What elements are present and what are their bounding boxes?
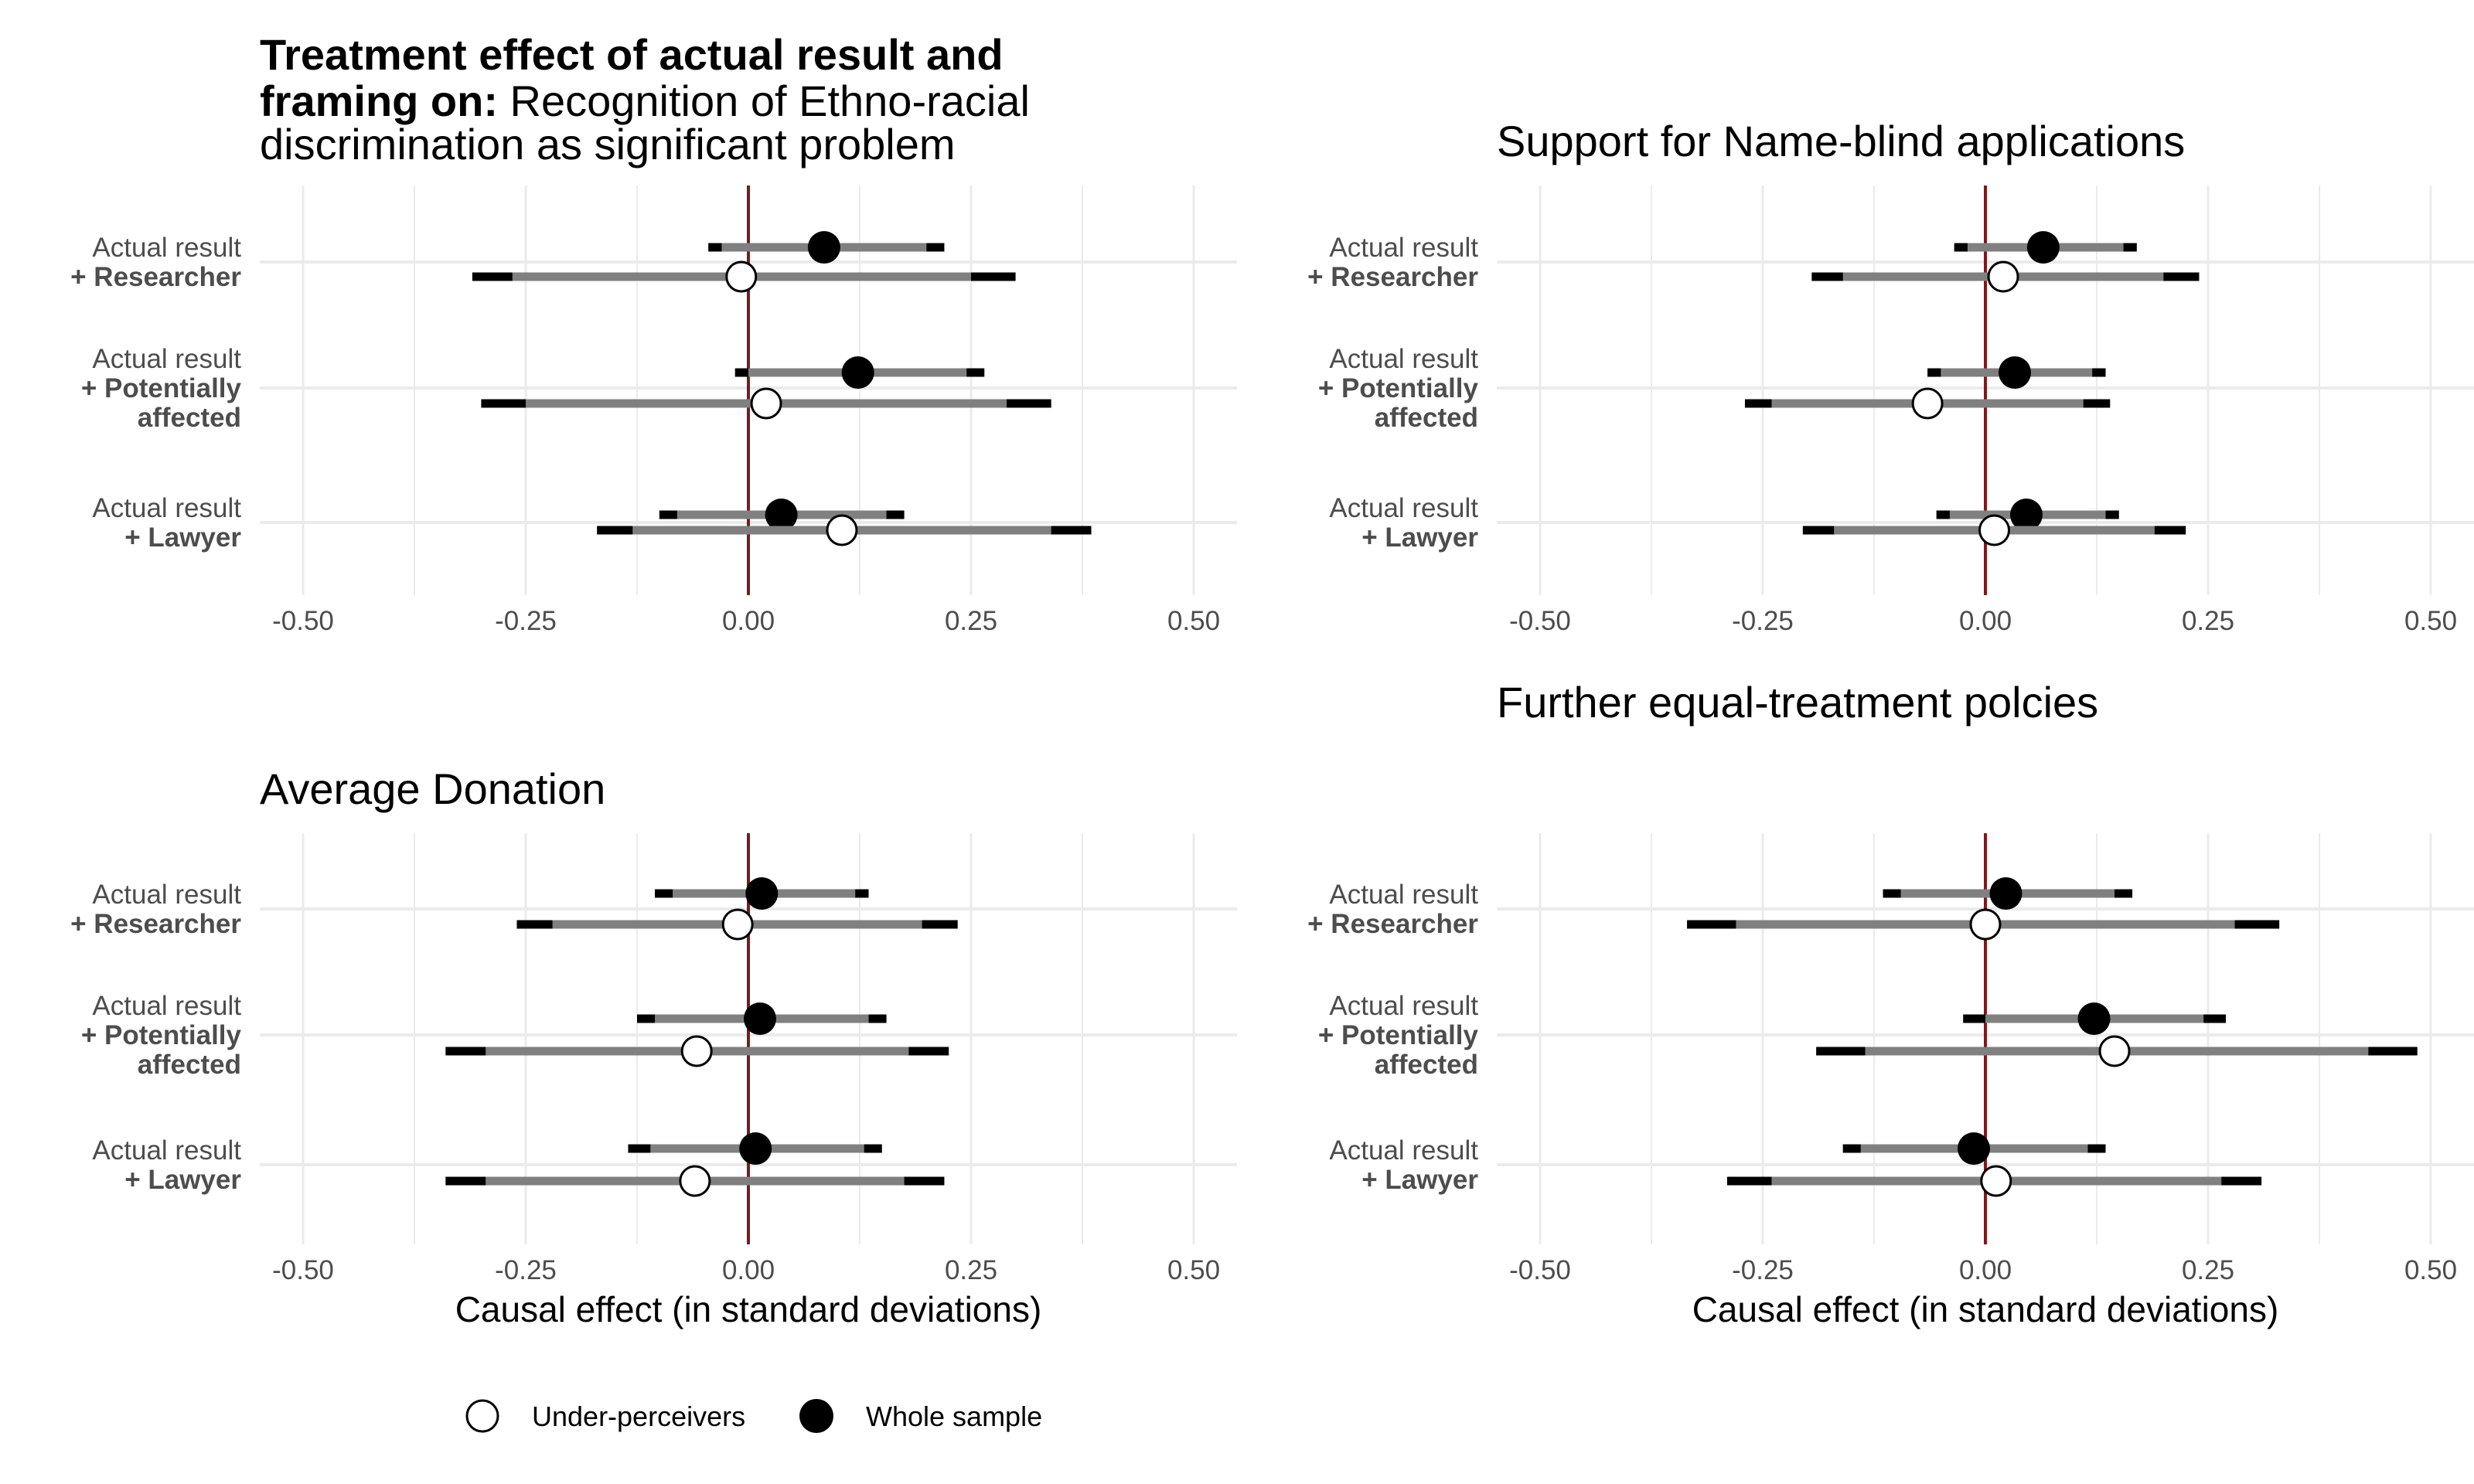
under-perceivers-point xyxy=(725,260,758,293)
panel-1-title-part: framing on: Recognition of Ethno-racial xyxy=(260,77,1030,125)
x-tick-label: 0.00 xyxy=(722,606,775,636)
category-label: Actual result xyxy=(92,493,241,523)
x-tick-label: -0.25 xyxy=(1732,606,1794,636)
x-tick-label: 0.50 xyxy=(1167,1255,1220,1285)
category-label: Actual result xyxy=(1329,344,1478,374)
panel-1-title-normal-part: Recognition of Ethno-racial xyxy=(510,77,1030,125)
category-label: Actual result xyxy=(1329,880,1478,910)
whole-sample-point xyxy=(765,499,798,531)
whole-sample-point xyxy=(1958,1132,1991,1165)
x-tick-label: 0.50 xyxy=(1167,606,1220,636)
x-tick-label: -0.25 xyxy=(1732,1255,1794,1285)
whole-sample-point xyxy=(743,1002,776,1035)
category-label: + Potentially xyxy=(1318,1020,1479,1050)
panel-equal-treatment: -0.50 -0.25 0.00 0.25 0.50 Causal effect (in … xyxy=(1307,833,2474,1329)
category-label: Actual result xyxy=(1329,991,1478,1021)
x-tick-label: 0.25 xyxy=(2182,1255,2234,1285)
category-label: + Lawyer xyxy=(1361,1165,1478,1195)
panel-donation: -0.50 -0.25 0.00 0.25 0.50 Causal effect (in … xyxy=(70,833,1237,1329)
legend-open-circle-marker xyxy=(465,1399,499,1433)
category-label: + Researcher xyxy=(1307,909,1478,939)
x-tick-label: -0.25 xyxy=(495,1255,557,1285)
category-label: Actual result xyxy=(92,344,241,374)
x-tick-label: -0.50 xyxy=(272,606,334,636)
x-tick-label: 0.00 xyxy=(1959,606,2012,636)
x-tick-label: 0.25 xyxy=(2182,606,2234,636)
category-label: + Lawyer xyxy=(124,1165,241,1195)
x-tick-label: 0.25 xyxy=(945,1255,997,1285)
category-label: + Potentially xyxy=(1318,373,1479,403)
category-label: + Lawyer xyxy=(1361,522,1478,553)
legend-filled-circle-marker xyxy=(799,1399,833,1433)
whole-sample-point xyxy=(2077,1002,2111,1035)
panel-1-title-line-2: framing on: Recognition of Ethno-racial d… xyxy=(260,77,1030,168)
x-tick-label: -0.25 xyxy=(495,606,557,636)
x-tick-label: -0.50 xyxy=(1509,1255,1571,1285)
under-perceivers-point xyxy=(679,1165,711,1197)
category-label: affected xyxy=(138,403,241,433)
under-perceivers-point xyxy=(826,514,858,546)
under-perceivers-point xyxy=(750,387,782,420)
panel-1-title-line-1: Treatment effect of actual result and xyxy=(260,30,1004,79)
category-label: Actual result xyxy=(92,233,241,263)
under-perceivers-point xyxy=(680,1035,713,1067)
panel-1-title-bold-part: framing on: xyxy=(260,77,510,125)
under-perceivers-point xyxy=(2098,1035,2131,1067)
legend: Under-perceivers Whole sample xyxy=(465,1399,1042,1433)
whole-sample-point xyxy=(1989,877,2022,910)
x-tick-label: 0.50 xyxy=(2404,1255,2457,1285)
x-tick-label: 0.25 xyxy=(945,606,997,636)
x-tick-label: -0.50 xyxy=(272,1255,334,1285)
x-tick-label: 0.50 xyxy=(2404,606,2457,636)
whole-sample-point xyxy=(2009,499,2043,531)
category-label: affected xyxy=(1375,403,1478,433)
legend-whole-sample-label: Whole sample xyxy=(866,1401,1042,1432)
under-perceivers-point xyxy=(1969,908,2002,941)
under-perceivers-point xyxy=(1987,260,2019,293)
category-label: Actual result xyxy=(92,1135,241,1166)
under-perceivers-point xyxy=(1911,387,1944,420)
category-label: + Researcher xyxy=(1307,262,1478,292)
x-axis-title: Causal effect (in standard deviations) xyxy=(1692,1289,2279,1329)
category-label: affected xyxy=(1375,1050,1478,1080)
whole-sample-point xyxy=(745,877,779,910)
x-tick-label: 0.00 xyxy=(722,1255,775,1285)
category-label: + Potentially xyxy=(81,1020,242,1050)
whole-sample-point xyxy=(2026,231,2060,264)
category-label: + Researcher xyxy=(70,909,241,939)
under-perceivers-point xyxy=(721,908,754,941)
whole-sample-point xyxy=(1999,356,2032,389)
under-perceivers-point xyxy=(1980,1165,2012,1197)
x-axis-title: Causal effect (in standard deviations) xyxy=(455,1289,1042,1329)
panel-3-title: Average Donation xyxy=(260,764,605,813)
category-label: + Lawyer xyxy=(124,522,241,553)
whole-sample-point xyxy=(739,1132,772,1165)
whole-sample-point xyxy=(841,356,874,389)
under-perceivers-point xyxy=(1978,514,2011,546)
category-label: Actual result xyxy=(1329,493,1478,523)
category-label: Actual result xyxy=(92,880,241,910)
whole-sample-point xyxy=(807,231,840,264)
category-label: + Researcher xyxy=(70,262,241,292)
panel-1-title-part: discrimination as significant problem xyxy=(260,120,956,168)
legend-under-perceivers-label: Under-perceivers xyxy=(532,1401,745,1432)
x-tick-label: -0.50 xyxy=(1509,606,1571,636)
category-label: affected xyxy=(138,1050,241,1080)
x-tick-label: 0.00 xyxy=(1959,1255,2012,1285)
category-label: + Potentially xyxy=(81,373,242,403)
category-label: Actual result xyxy=(1329,1135,1478,1166)
category-label: Actual result xyxy=(92,991,241,1021)
panel-2-title: Support for Name-blind applications xyxy=(1497,117,2185,165)
panel-4-title: Further equal-treatment polcies xyxy=(1497,678,2098,727)
category-label: Actual result xyxy=(1329,233,1478,263)
